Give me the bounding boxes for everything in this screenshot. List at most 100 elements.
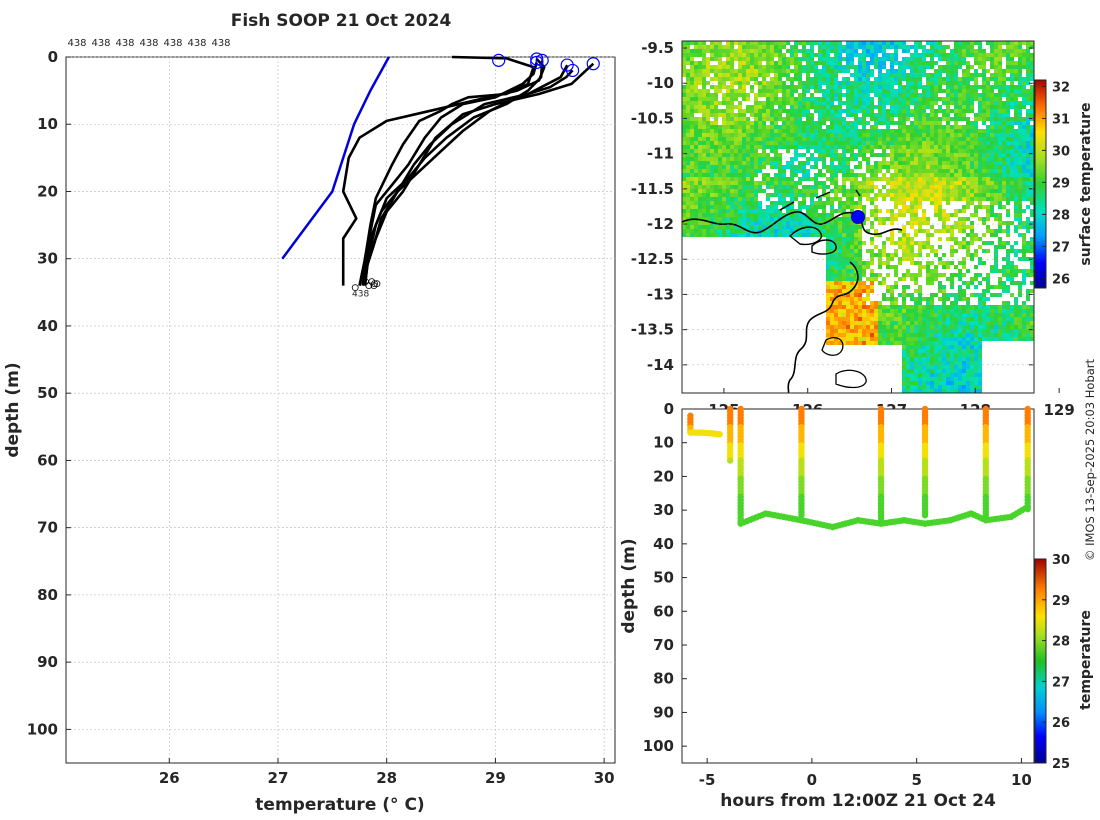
sst-map-cell: [690, 85, 694, 89]
sst-map-cell: [874, 109, 878, 113]
sst-map-cell: [898, 165, 902, 169]
sst-map-cell: [1006, 185, 1010, 189]
sst-map-cell: [842, 233, 846, 237]
sst-map-cell: [698, 193, 702, 197]
sst-map-cell: [846, 121, 850, 125]
sst-map-cell: [842, 89, 846, 93]
sst-map-cell: [950, 145, 954, 149]
sst-map-cell: [818, 209, 822, 213]
sst-map-cell: [950, 189, 954, 193]
sst-map-cell: [718, 93, 722, 97]
sst-map-cell: [830, 133, 834, 137]
sst-map-cell: [1002, 249, 1006, 253]
sst-map-cell: [754, 201, 758, 205]
sst-map-cell: [830, 121, 834, 125]
sst-map-cell: [754, 85, 758, 89]
sst-map-cell: [702, 237, 706, 241]
sst-map-cell: [1014, 165, 1018, 169]
sst-map-cell: [782, 49, 786, 53]
sst-map-cell: [886, 181, 890, 185]
sst-map-cell: [882, 213, 886, 217]
sst-map-cell: [986, 169, 990, 173]
sst-map-cell: [1002, 217, 1006, 221]
sst-map-cell: [926, 49, 930, 53]
sst-map-cell: [1026, 113, 1030, 117]
sst-map-cell: [962, 193, 966, 197]
sst-map-cell: [698, 129, 702, 133]
sst-map-cell: [914, 141, 918, 145]
sst-map-cell: [890, 69, 894, 73]
sst-map-cell: [1018, 105, 1022, 109]
sst-map-cell: [1018, 237, 1022, 241]
sst-map-cell: [822, 165, 826, 169]
sst-map-cell: [978, 89, 982, 93]
sst-map-cell: [750, 65, 754, 69]
sst-map-cell: [778, 153, 782, 157]
sst-map-cell: [1030, 53, 1034, 57]
sst-map-cell: [882, 65, 886, 69]
sst-map-cell: [890, 245, 894, 249]
figure-title: Fish SOOP 21 Oct 2024: [231, 11, 452, 31]
cast-id-label: 438: [91, 38, 110, 49]
sst-map-cell: [790, 177, 794, 181]
sst-map-cell: [966, 125, 970, 129]
sst-map-cell: [910, 249, 914, 253]
sst-map-cell: [938, 201, 942, 205]
sst-map-cell: [798, 261, 802, 265]
sst-map-cell: [758, 257, 762, 261]
sst-map-cell: [682, 145, 686, 149]
sst-map-cell: [914, 81, 918, 85]
sst-map-cell: [942, 49, 946, 53]
sst-map-cell: [698, 237, 702, 241]
sst-map-cell: [890, 217, 894, 221]
sst-map-cell: [970, 93, 974, 97]
sst-map-cell: [862, 257, 866, 261]
sst-map-cell: [914, 249, 918, 253]
sst-map-cell: [926, 125, 930, 129]
sst-map-cell: [894, 85, 898, 89]
sst-map-cell: [1022, 177, 1026, 181]
sst-map-cell: [834, 101, 838, 105]
sst-map-cell: [718, 169, 722, 173]
sst-map-cell: [682, 133, 686, 137]
sst-map-cell: [730, 233, 734, 237]
sst-map-cell: [758, 69, 762, 73]
sst-map-cell: [798, 145, 802, 149]
sst-map-cell: [786, 257, 790, 261]
sst-map-cell: [742, 97, 746, 101]
sst-map-cell: [818, 157, 822, 161]
sst-map-cell: [838, 221, 842, 225]
sst-map-cell: [686, 257, 690, 261]
sst-map-cell: [698, 117, 702, 121]
sst-map-cell: [766, 69, 770, 73]
sst-map-cell: [830, 161, 834, 165]
sst-map-cell: [930, 117, 934, 121]
sst-map-cell: [810, 201, 814, 205]
sst-map-cell: [950, 237, 954, 241]
sst-map-cell: [830, 157, 834, 161]
sst-map-cell: [1022, 253, 1026, 257]
sst-map-cell: [966, 129, 970, 133]
sst-map-cell: [778, 261, 782, 265]
sst-map-cell: [850, 157, 854, 161]
sst-map-cell: [738, 217, 742, 221]
sst-map-cell: [798, 221, 802, 225]
sst-map-cell: [838, 57, 842, 61]
sst-map-cell: [998, 161, 1002, 165]
sst-map-cell: [722, 197, 726, 201]
sst-map-cell: [766, 49, 770, 53]
sst-map-cell: [1022, 221, 1026, 225]
sst-map-cell: [858, 165, 862, 169]
sst-map-cell: [870, 69, 874, 73]
sst-map-cell: [894, 253, 898, 257]
sst-map-cell: [894, 125, 898, 129]
sst-map-cell: [874, 173, 878, 177]
sst-map-cell: [946, 89, 950, 93]
sst-map-cell: [962, 101, 966, 105]
sst-map-cell: [766, 249, 770, 253]
sst-map-cell: [686, 229, 690, 233]
sst-map-cell: [706, 49, 710, 53]
sst-map-cell: [874, 85, 878, 89]
sst-map-cell: [986, 181, 990, 185]
sst-map-cell: [698, 261, 702, 265]
